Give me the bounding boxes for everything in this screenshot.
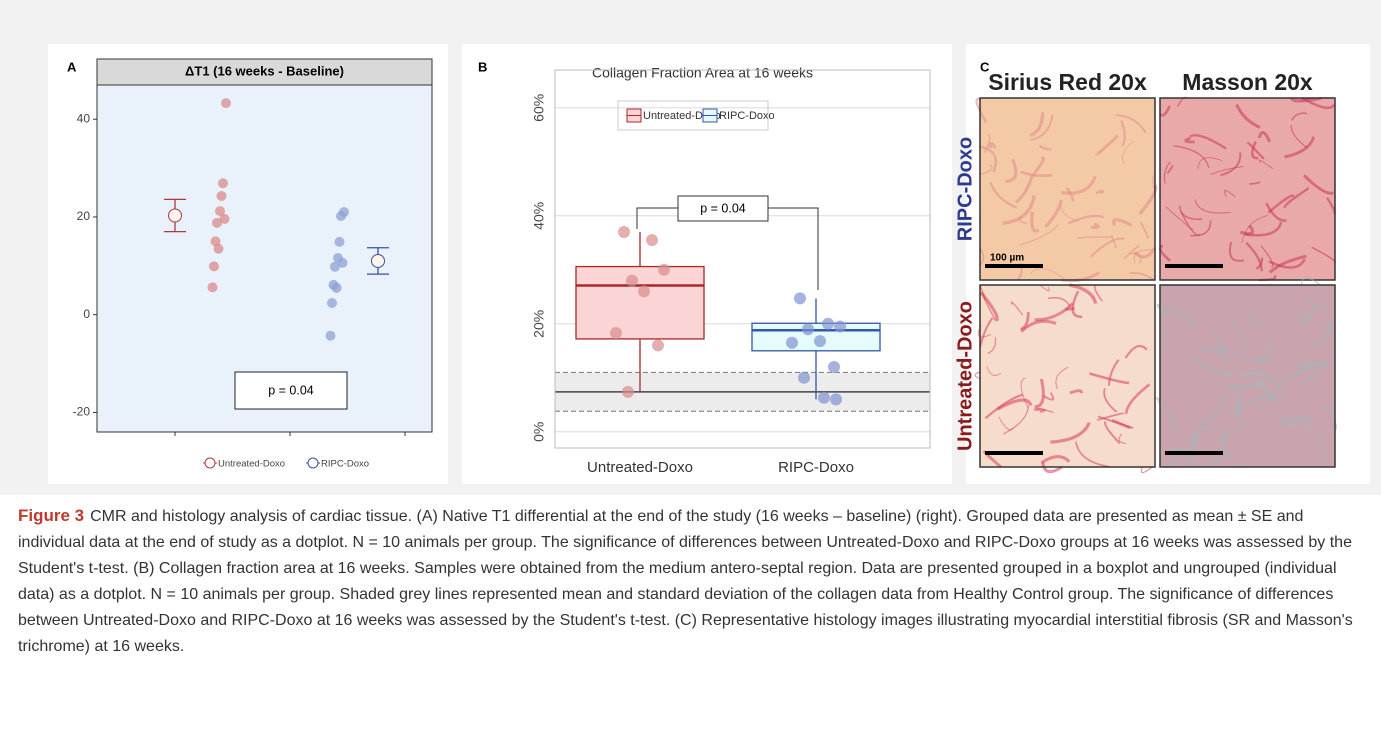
- data-point: [218, 178, 228, 188]
- legend-icon: [308, 458, 318, 468]
- data-point: [814, 335, 826, 347]
- data-point: [828, 361, 840, 373]
- histology-image: [1160, 97, 1335, 280]
- data-point: [330, 262, 340, 272]
- data-point: [798, 372, 810, 384]
- y-tick-label: -20: [73, 405, 91, 419]
- y-tick-label: 60%: [531, 94, 547, 122]
- figure: A ΔT1 (16 weeks - Baseline) -20 0 20 40 Untrea…: [0, 0, 1381, 495]
- data-point: [658, 264, 670, 276]
- data-point: [209, 261, 219, 271]
- data-point: [618, 226, 630, 238]
- panel-letter: B: [478, 59, 487, 74]
- data-point: [336, 211, 346, 221]
- data-point: [208, 282, 218, 292]
- image-base: [1160, 285, 1335, 467]
- y-tick-label: 40%: [531, 202, 547, 230]
- data-point: [830, 393, 842, 405]
- y-tick-label: 20%: [531, 310, 547, 338]
- histology-image: [975, 285, 1155, 473]
- annotation: p = 0.04: [700, 201, 746, 215]
- data-point: [626, 275, 638, 287]
- mean-point: [169, 209, 182, 222]
- data-point: [834, 321, 846, 333]
- row-label: RIPC-Doxo: [954, 137, 976, 241]
- legend-label: Untreated-Doxo: [218, 459, 285, 470]
- row-label: Untreated-Doxo: [954, 301, 976, 451]
- data-point: [212, 218, 222, 228]
- data-point: [221, 98, 231, 108]
- data-point: [802, 323, 814, 335]
- y-tick-label: 20: [77, 209, 91, 223]
- panel-letter: A: [67, 59, 77, 74]
- legend-label: RIPC-Doxo: [719, 110, 775, 122]
- data-point: [822, 318, 834, 330]
- data-point: [786, 337, 798, 349]
- column-title: Masson 20x: [1182, 69, 1313, 95]
- data-point: [327, 298, 337, 308]
- mean-point: [372, 254, 385, 267]
- y-tick-label: 0: [83, 307, 90, 321]
- scale-label: 100 µm: [990, 253, 1024, 264]
- data-point: [622, 386, 634, 398]
- page: A ΔT1 (16 weeks - Baseline) -20 0 20 40 Untrea…: [0, 0, 1381, 738]
- caption-text: CMR and histology analysis of cardiac ti…: [18, 508, 1353, 655]
- data-point: [214, 244, 224, 254]
- data-point: [794, 292, 806, 304]
- annotation: p = 0.04: [268, 383, 314, 397]
- box: [576, 267, 704, 339]
- legend-label: RIPC-Doxo: [321, 459, 369, 470]
- data-point: [332, 283, 342, 293]
- caption-label: Figure 3: [18, 506, 84, 525]
- caption: Figure 3CMR and histology analysis of ca…: [18, 503, 1363, 660]
- column-title: Sirius Red 20x: [988, 69, 1147, 95]
- chart-title: Collagen Fraction Area at 16 weeks: [592, 65, 813, 81]
- legend-icon: [205, 458, 215, 468]
- data-point: [335, 237, 345, 247]
- data-point: [638, 285, 650, 297]
- data-point: [326, 331, 336, 341]
- x-tick-label: Untreated-Doxo: [587, 459, 693, 476]
- strip-title: ΔT1 (16 weeks - Baseline): [185, 63, 344, 78]
- data-point: [217, 191, 227, 201]
- y-tick-label: 40: [77, 111, 91, 125]
- data-point: [818, 392, 830, 404]
- histology-image: [1157, 278, 1337, 467]
- y-tick-label: 0%: [531, 422, 547, 442]
- fiber: [1239, 389, 1240, 416]
- data-point: [610, 327, 622, 339]
- data-point: [652, 339, 664, 351]
- fiber: [1096, 191, 1103, 193]
- x-tick-label: RIPC-Doxo: [778, 459, 854, 476]
- data-point: [646, 234, 658, 246]
